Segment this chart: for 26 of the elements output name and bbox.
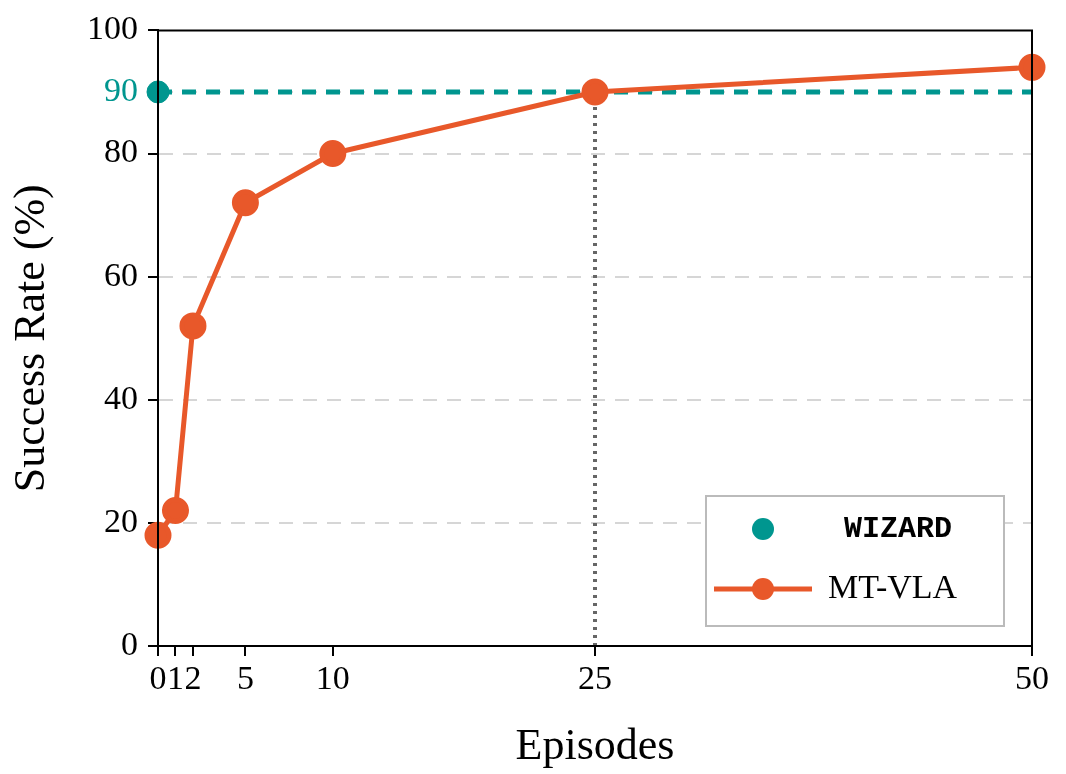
x-tick-label: 25 xyxy=(578,659,612,697)
point xyxy=(146,80,170,104)
point xyxy=(319,140,347,168)
y-tick-label: 20 xyxy=(104,501,138,539)
point xyxy=(144,521,172,549)
y-tick-label: 40 xyxy=(104,378,138,416)
x-axis-title: Episodes xyxy=(515,720,675,770)
y-tick-label: 80 xyxy=(104,132,138,170)
point xyxy=(231,189,259,217)
x-tick-label: 50 xyxy=(1015,659,1049,697)
y-tick-label: 0 xyxy=(121,624,138,662)
legend-label: MT-VLA xyxy=(828,567,958,605)
y-tick-label: 90 xyxy=(104,70,138,108)
point xyxy=(161,497,189,525)
point xyxy=(1018,53,1046,81)
y-tick-label: 100 xyxy=(87,9,138,47)
y-axis-title: Success Rate (%) xyxy=(4,184,54,493)
x-tick-label: 10 xyxy=(315,659,350,697)
x-tick-label: 1 xyxy=(166,659,184,697)
point xyxy=(581,78,609,106)
legend-label: WIZARD xyxy=(844,511,953,546)
point xyxy=(179,312,207,340)
x-tick-label: 5 xyxy=(236,659,254,697)
x-tick-label: 0 xyxy=(149,659,167,697)
x-tick-label: 2 xyxy=(184,659,202,697)
y-tick-label: 60 xyxy=(104,255,138,293)
